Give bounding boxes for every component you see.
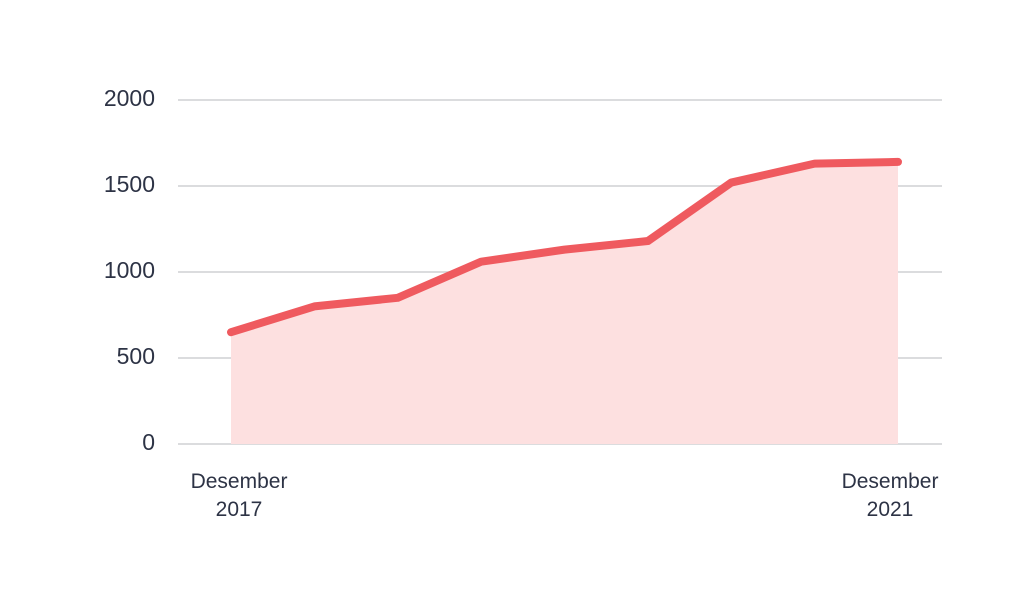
y-tick-label: 2000 [104,85,155,111]
y-tick-label: 500 [117,343,155,369]
x-tick-label: Desember 2021 [841,470,939,521]
x-tick-label: Desember 2017 [190,470,288,521]
y-tick-label: 1500 [104,171,155,197]
y-tick-label: 1000 [104,257,155,283]
area [231,161,898,445]
y-tick-label: 0 [142,429,155,455]
line [227,157,902,337]
